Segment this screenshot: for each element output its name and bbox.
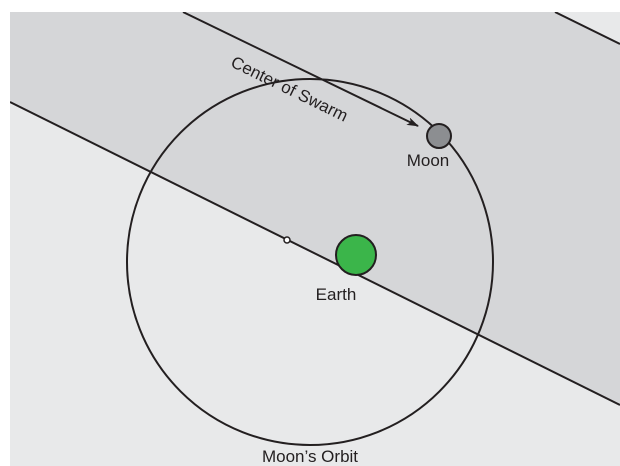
orbit-center <box>283 236 291 244</box>
background <box>10 12 620 466</box>
earth <box>335 234 377 276</box>
swarm-band <box>10 12 620 405</box>
moon-label: Moon <box>407 151 450 170</box>
orbit-label: Moon’s Orbit <box>262 447 358 466</box>
band-upper-edge <box>554 12 620 45</box>
moon-orbit <box>126 78 494 446</box>
moon <box>426 123 452 149</box>
earth-label: Earth <box>316 285 357 304</box>
band-lower-edge <box>10 101 620 406</box>
swarm-arrow <box>182 12 419 127</box>
